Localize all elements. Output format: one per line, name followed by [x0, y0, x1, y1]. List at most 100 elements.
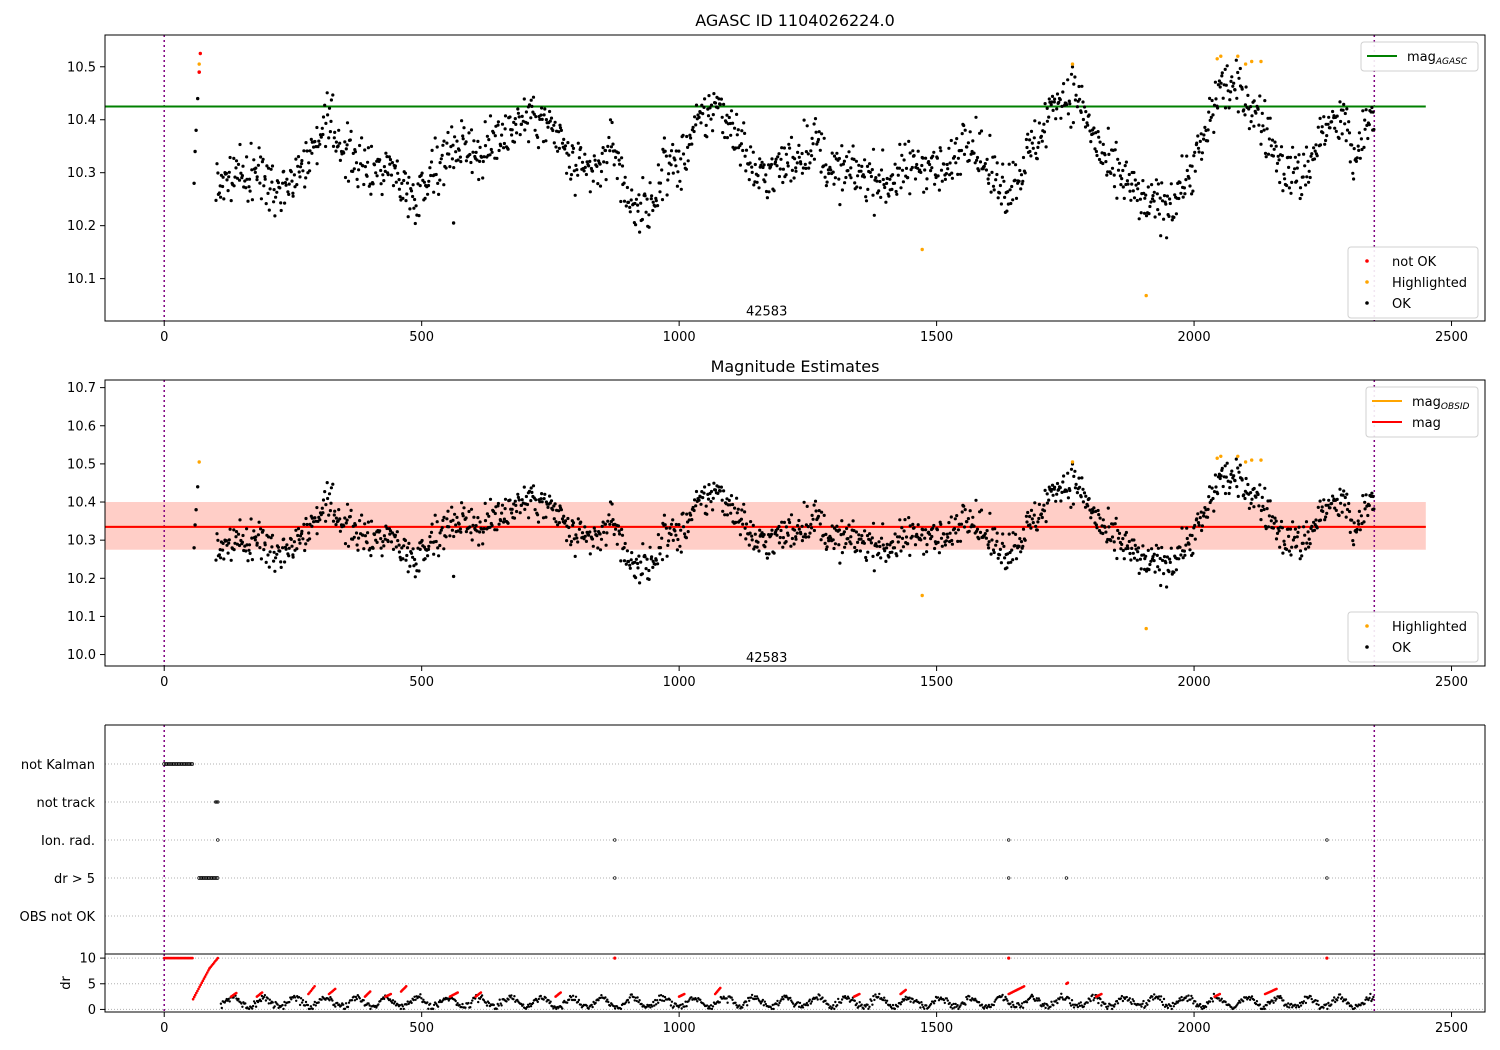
ok-point	[750, 534, 754, 538]
ok-point	[302, 149, 306, 153]
ok-point	[1037, 141, 1041, 145]
dr-flagged-point	[191, 997, 195, 1001]
dr-point	[919, 1006, 922, 1009]
ok-point	[548, 119, 552, 123]
ok-point	[527, 516, 531, 520]
ok-point	[1053, 97, 1057, 101]
ok-point	[1312, 146, 1316, 150]
ok-point	[389, 173, 394, 177]
ok-point	[944, 539, 949, 543]
ok-point	[571, 523, 575, 528]
dr-point	[446, 997, 449, 1000]
ok-point	[1355, 156, 1359, 160]
ok-point	[607, 135, 611, 140]
ok-point	[513, 499, 517, 503]
dr-point	[590, 1003, 593, 1007]
ok-point	[1252, 486, 1256, 491]
dr-point	[956, 1004, 959, 1007]
ok-point	[884, 200, 888, 204]
ok-point	[221, 175, 225, 179]
ok-point	[644, 210, 648, 214]
dr-point	[741, 1006, 744, 1009]
ok-point	[956, 172, 960, 176]
ok-point	[371, 182, 375, 186]
ok-point	[446, 509, 450, 513]
ok-point	[266, 553, 270, 557]
ok-point	[411, 183, 415, 187]
ok-point	[747, 543, 751, 547]
dr-point	[954, 1002, 957, 1006]
x-tick-label: 2500	[1435, 330, 1468, 345]
ok-point	[987, 173, 991, 177]
ok-point	[1249, 120, 1253, 124]
dr-point	[309, 1005, 313, 1008]
ok-point	[1301, 175, 1305, 179]
ok-point	[796, 150, 800, 154]
ok-point	[309, 137, 313, 141]
ok-point	[669, 522, 674, 526]
ok-point	[281, 546, 285, 550]
ok-point	[1198, 139, 1202, 143]
ok-point	[1172, 570, 1176, 574]
ok-point	[735, 496, 739, 500]
ok-point	[648, 181, 652, 185]
dr-point	[1247, 995, 1251, 999]
ok-point	[1210, 98, 1214, 103]
dr-point	[884, 999, 887, 1002]
ok-point	[385, 526, 389, 531]
ok-point	[1170, 218, 1174, 222]
dr-point	[738, 1004, 741, 1007]
ok-point	[266, 191, 270, 195]
ok-point	[808, 531, 812, 535]
ok-point	[1172, 215, 1176, 219]
dr-point	[635, 999, 638, 1003]
ok-point	[764, 173, 768, 177]
ok-point	[1191, 189, 1195, 193]
ok-point	[1019, 187, 1023, 191]
ok-point	[418, 547, 422, 552]
ok-point	[558, 123, 562, 127]
dr-point	[1315, 1002, 1318, 1006]
ok-point	[694, 103, 699, 107]
dr-point	[872, 994, 875, 998]
dr-point	[730, 996, 733, 999]
dr-point	[1298, 1001, 1302, 1005]
ok-point	[1160, 199, 1165, 203]
dr-point	[539, 994, 542, 998]
legend-label: OK	[1392, 641, 1411, 656]
dr-point	[1077, 1002, 1081, 1005]
legend-label: mag	[1412, 416, 1441, 431]
ok-point	[1199, 510, 1203, 514]
dr-point	[295, 999, 298, 1002]
ok-point	[637, 554, 641, 558]
ok-point	[842, 530, 847, 534]
ok-point	[603, 522, 608, 526]
ok-point	[658, 552, 662, 556]
ok-point	[413, 221, 417, 226]
dr-point	[1356, 1005, 1359, 1008]
ok-point	[1074, 93, 1078, 97]
dr-point	[383, 997, 386, 1001]
ok-point	[438, 178, 442, 182]
ok-point	[1075, 491, 1079, 495]
ok-point	[500, 503, 505, 507]
dr-point	[505, 1000, 508, 1003]
ok-point	[764, 189, 769, 194]
ok-point	[888, 177, 892, 181]
ok-point	[445, 141, 449, 145]
ok-point	[1134, 183, 1138, 187]
dr-point	[591, 1005, 594, 1009]
ok-point	[576, 517, 580, 521]
ok-point	[496, 120, 500, 124]
dr-point	[495, 1007, 498, 1011]
ok-point	[588, 159, 592, 163]
ok-point	[540, 117, 544, 121]
ok-point	[681, 152, 686, 156]
flag-point	[613, 876, 617, 880]
ok-point	[1091, 132, 1095, 136]
ok-point	[639, 560, 643, 564]
ok-point	[656, 533, 661, 537]
ok-point	[1337, 136, 1341, 140]
ok-point	[1155, 553, 1159, 558]
ok-point	[1340, 132, 1344, 136]
